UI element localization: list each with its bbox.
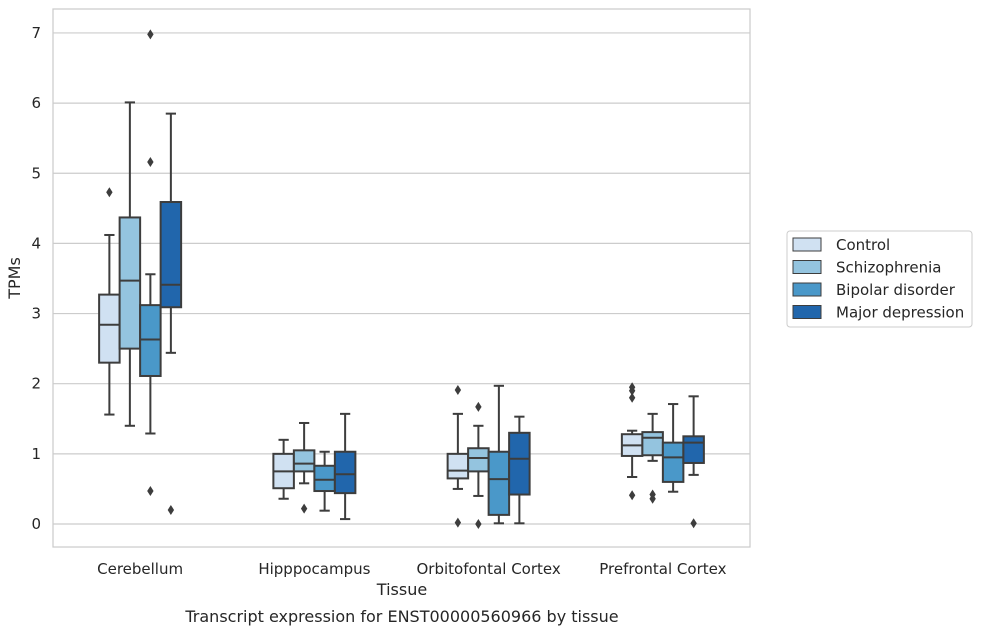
- legend-label: Bipolar disorder: [836, 281, 956, 299]
- box-iqr: [641, 431, 664, 457]
- box-iqr: [292, 449, 316, 473]
- outlier-point: [147, 29, 154, 40]
- box-iqr: [682, 435, 705, 464]
- outlier-point: [628, 490, 636, 501]
- outlier-point: [147, 486, 154, 497]
- legend-item: Major depression: [792, 304, 964, 322]
- box-schizophrenia: [118, 101, 142, 427]
- y-tick-label: 4: [31, 234, 41, 252]
- x-axis-label: Tissue: [376, 580, 427, 599]
- legend: Control Schizophrenia Bipolar disorder Majo…: [786, 230, 973, 328]
- outlier-point: [475, 519, 482, 529]
- outlier-point: [649, 493, 656, 504]
- box-control: [98, 187, 121, 416]
- y-tick-label: 2: [31, 375, 41, 393]
- box-iqr: [159, 201, 183, 309]
- box-iqr: [508, 431, 531, 496]
- y-axis-label: TPMs: [5, 257, 24, 300]
- x-tick-label: Hipppocampus: [258, 560, 370, 578]
- y-tick-labels: 0 1 2 3 4 5 6 7: [31, 24, 41, 533]
- box-schizophrenia: [292, 421, 316, 514]
- legend-item: Bipolar disorder: [792, 281, 956, 299]
- box-iqr: [446, 452, 470, 480]
- legend-frame: [786, 230, 973, 328]
- box-iqr: [139, 304, 162, 377]
- x-tick-label: Orbitofontal Cortex: [417, 560, 561, 578]
- box-bipolar-disorder: [139, 29, 162, 497]
- y-tick-label: 3: [31, 305, 41, 323]
- legend-swatch: [792, 282, 822, 297]
- plot-frame: [52, 8, 751, 548]
- y-tick-label: 1: [31, 445, 41, 463]
- legend-swatch: [792, 305, 822, 319]
- outlier-point: [147, 157, 154, 168]
- outlier-point: [300, 503, 308, 514]
- x-tick-labels: Cerebellum Hipppocampus Orbitofontal Corte…: [97, 560, 726, 578]
- box-major-depression: [159, 112, 183, 515]
- box-iqr: [661, 441, 685, 483]
- box-control: [446, 385, 470, 528]
- plot-background: [53, 9, 750, 547]
- y-tick-label: 7: [31, 24, 41, 42]
- box-iqr: [98, 293, 121, 364]
- y-tick-label: 5: [31, 164, 41, 182]
- box-control: [272, 438, 295, 500]
- outlier-point: [454, 517, 462, 528]
- box-iqr: [118, 216, 142, 350]
- legend-label: Schizophrenia: [836, 259, 941, 277]
- legend-label: Control: [836, 236, 890, 254]
- box-iqr: [467, 447, 490, 473]
- box-iqr: [313, 464, 336, 493]
- box-iqr: [487, 450, 511, 516]
- outlier-point: [628, 392, 636, 403]
- chart-caption: Transcript expression for ENST0000056096…: [184, 607, 618, 626]
- box-major-depression: [682, 395, 705, 529]
- legend-label: Major depression: [836, 304, 964, 322]
- y-tick-label: 6: [31, 94, 41, 112]
- x-tick-label: Cerebellum: [97, 560, 183, 578]
- legend-item: Control: [792, 236, 890, 254]
- box-groups: [98, 29, 705, 529]
- outlier-point: [628, 385, 636, 396]
- box-schizophrenia: [467, 401, 490, 529]
- legend-swatch: [792, 237, 822, 252]
- y-tick-label: 0: [31, 515, 41, 533]
- x-tick-label: Prefrontal Cortex: [599, 560, 726, 578]
- box-schizophrenia: [641, 412, 664, 504]
- outlier-point: [167, 504, 175, 515]
- legend-swatch: [792, 260, 822, 274]
- box-iqr: [333, 450, 357, 495]
- box-major-depression: [508, 415, 531, 525]
- outlier-point: [106, 187, 113, 198]
- outlier-point: [690, 518, 697, 529]
- legend-item: Schizophrenia: [792, 259, 941, 277]
- box-major-depression: [333, 412, 357, 521]
- outlier-point: [454, 385, 462, 396]
- outlier-point: [475, 401, 482, 412]
- box-control: [620, 382, 644, 501]
